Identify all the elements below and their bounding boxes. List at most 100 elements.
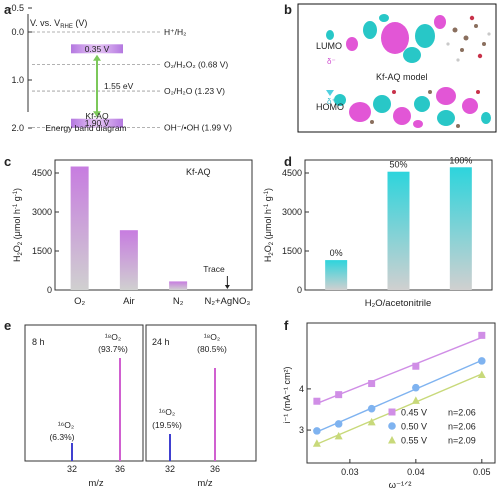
- data-point: [335, 391, 343, 399]
- category-label: Air: [123, 296, 135, 307]
- data-point: [412, 362, 420, 370]
- lumo-label: LUMO: [316, 41, 342, 51]
- legend-series-label: 0.45 V: [401, 408, 427, 418]
- data-point: [313, 397, 321, 405]
- time-8h: 8 h: [32, 337, 45, 347]
- xtick-32-8h: 32: [67, 464, 77, 474]
- peak16-label-24h: ¹⁶O₂: [159, 407, 175, 417]
- ylabel-c: H2O2 (μmol h-1 g-1): [12, 188, 24, 262]
- legend-n-label: n=2.06: [448, 422, 476, 432]
- ytick-label: 1500: [282, 246, 302, 256]
- xlabel-e-right: m/z: [197, 478, 213, 489]
- data-point: [368, 380, 376, 388]
- valence-band: [71, 118, 123, 128]
- legend-n-label: n=2.06: [448, 408, 476, 418]
- axis-title-a: V. vs. VRHE (V): [30, 18, 87, 30]
- tick-label-a: 2.0: [11, 123, 24, 133]
- delta-plus-label: δ⁺: [327, 97, 336, 106]
- plot-frame-f: [306, 322, 496, 464]
- peak18-label-24h: ¹⁸O₂: [204, 332, 220, 342]
- fit-line: [316, 336, 483, 405]
- xlabel-e-left: m/z: [88, 478, 104, 489]
- data-point: [367, 417, 376, 426]
- xtick-label-f: 0.03: [341, 467, 359, 477]
- xtick-32-24h: 32: [165, 464, 175, 474]
- ylabel-f: i⁻¹ (mA⁻¹ cm²): [282, 367, 292, 424]
- data-point: [334, 420, 343, 428]
- pct16-label-24h: (19.5%): [152, 420, 182, 430]
- ytick-label-f: 4: [299, 384, 304, 394]
- data-point: [411, 396, 420, 404]
- category-label: O₂: [74, 296, 85, 307]
- bar-trace-arrowhead: [224, 285, 230, 289]
- annotation-trace: Trace: [203, 264, 225, 274]
- ytick-label: 4500: [282, 168, 302, 178]
- redox-label: OH⁻/•OH (1.99 V): [164, 123, 232, 133]
- material-label-a: Kf-AQ: [85, 111, 109, 121]
- tick-label-a: 0.0: [11, 27, 24, 37]
- ytick-label: 0: [297, 285, 302, 295]
- data-point: [367, 404, 376, 413]
- panel-f: f 0.03 0.04 0.05 3 4 0.45 V n=2.06 0.50 V n=2.0…: [282, 318, 496, 491]
- cb-label: 0.35 V: [85, 44, 110, 54]
- time-24h: 24 h: [152, 337, 170, 347]
- legend-series-label: 0.50 V: [401, 422, 427, 432]
- bandgap-arrowhead-top: [93, 54, 101, 61]
- panel-c: c 0 1500 3000 4500 O₂ Air N₂ N₂+AgNO₃ Kf-AQ Tra…: [4, 154, 253, 307]
- data-point: [478, 331, 486, 339]
- category-label: 50%: [389, 160, 407, 170]
- bar: [387, 171, 410, 290]
- bar: [119, 230, 138, 290]
- conduction-band: [71, 44, 123, 54]
- legend-marker: [388, 408, 396, 416]
- legend-marker: [388, 422, 396, 430]
- chart-f: 0.03 0.04 0.05 3 4: [299, 331, 491, 477]
- tick-label-a: -0.5: [8, 3, 24, 13]
- peak18-label-8h: ¹⁸O₂: [105, 332, 121, 342]
- data-point: [313, 427, 321, 435]
- ytick-label: 3000: [32, 207, 52, 217]
- pct18-label-8h: (93.7%): [98, 344, 128, 354]
- peak16-label-8h: ¹⁶O₂: [58, 420, 74, 430]
- charge-transfer-arrowhead: [326, 90, 334, 96]
- ytick-label: 1500: [32, 246, 52, 256]
- pct16-label-8h: (6.3%): [49, 432, 74, 442]
- ytick-label: 4500: [32, 168, 52, 178]
- ytick-label-f: 3: [299, 425, 304, 435]
- xlabel-f: ω⁻¹ᐟ²: [389, 480, 412, 491]
- panel-letter-c: c: [4, 154, 11, 169]
- bar: [70, 166, 89, 290]
- category-label: 0%: [330, 248, 343, 258]
- data-point: [478, 357, 486, 365]
- xtick-36-8h: 36: [115, 464, 125, 474]
- fit-line: [316, 359, 483, 433]
- data-point: [477, 370, 486, 378]
- xlabel-d: H₂O/acetonitrile: [365, 298, 432, 309]
- redox-levels: H⁺/H₂ O₂/H₂O₂ (0.68 V) O₂/H₂O (1.23 V) OH⁻/…: [32, 27, 232, 133]
- bar: [169, 281, 188, 290]
- legend-c: Kf-AQ: [186, 167, 211, 177]
- lumo-orbital-image: [326, 14, 491, 63]
- ytick-label: 3000: [282, 207, 302, 217]
- ytick-label: 0: [47, 285, 52, 295]
- data-point: [334, 431, 343, 440]
- panel-letter-a: a: [4, 2, 12, 17]
- panel-e: e 8 h 24 h ¹⁶O₂ (6.3%) ¹⁸O₂ (93.7%) ¹⁶O₂…: [4, 318, 257, 489]
- delta-minus-label: δ⁻: [327, 57, 336, 66]
- panel-d: d 0 1500 3000 4500 0% 50% 100% H₂O/acetonitril…: [263, 154, 493, 309]
- homo-label: HOMO: [316, 102, 344, 112]
- panel-letter-e: e: [4, 318, 11, 333]
- data-point: [312, 439, 321, 447]
- legend-marker: [388, 436, 396, 444]
- chart-c: 0 1500 3000 4500 O₂ Air N₂ N₂+AgNO₃: [32, 166, 250, 307]
- xtick-label-f: 0.05: [473, 467, 491, 477]
- caption-a: Energy band diagram: [45, 123, 126, 133]
- redox-label: O₂/H₂O₂ (0.68 V): [164, 60, 228, 70]
- bar: [449, 167, 472, 290]
- homo-orbital-image: [334, 87, 491, 128]
- xtick-36-24h: 36: [210, 464, 220, 474]
- pct18-label-24h: (80.5%): [197, 344, 227, 354]
- ms-frame-24h: [145, 324, 257, 462]
- data-point: [412, 383, 420, 392]
